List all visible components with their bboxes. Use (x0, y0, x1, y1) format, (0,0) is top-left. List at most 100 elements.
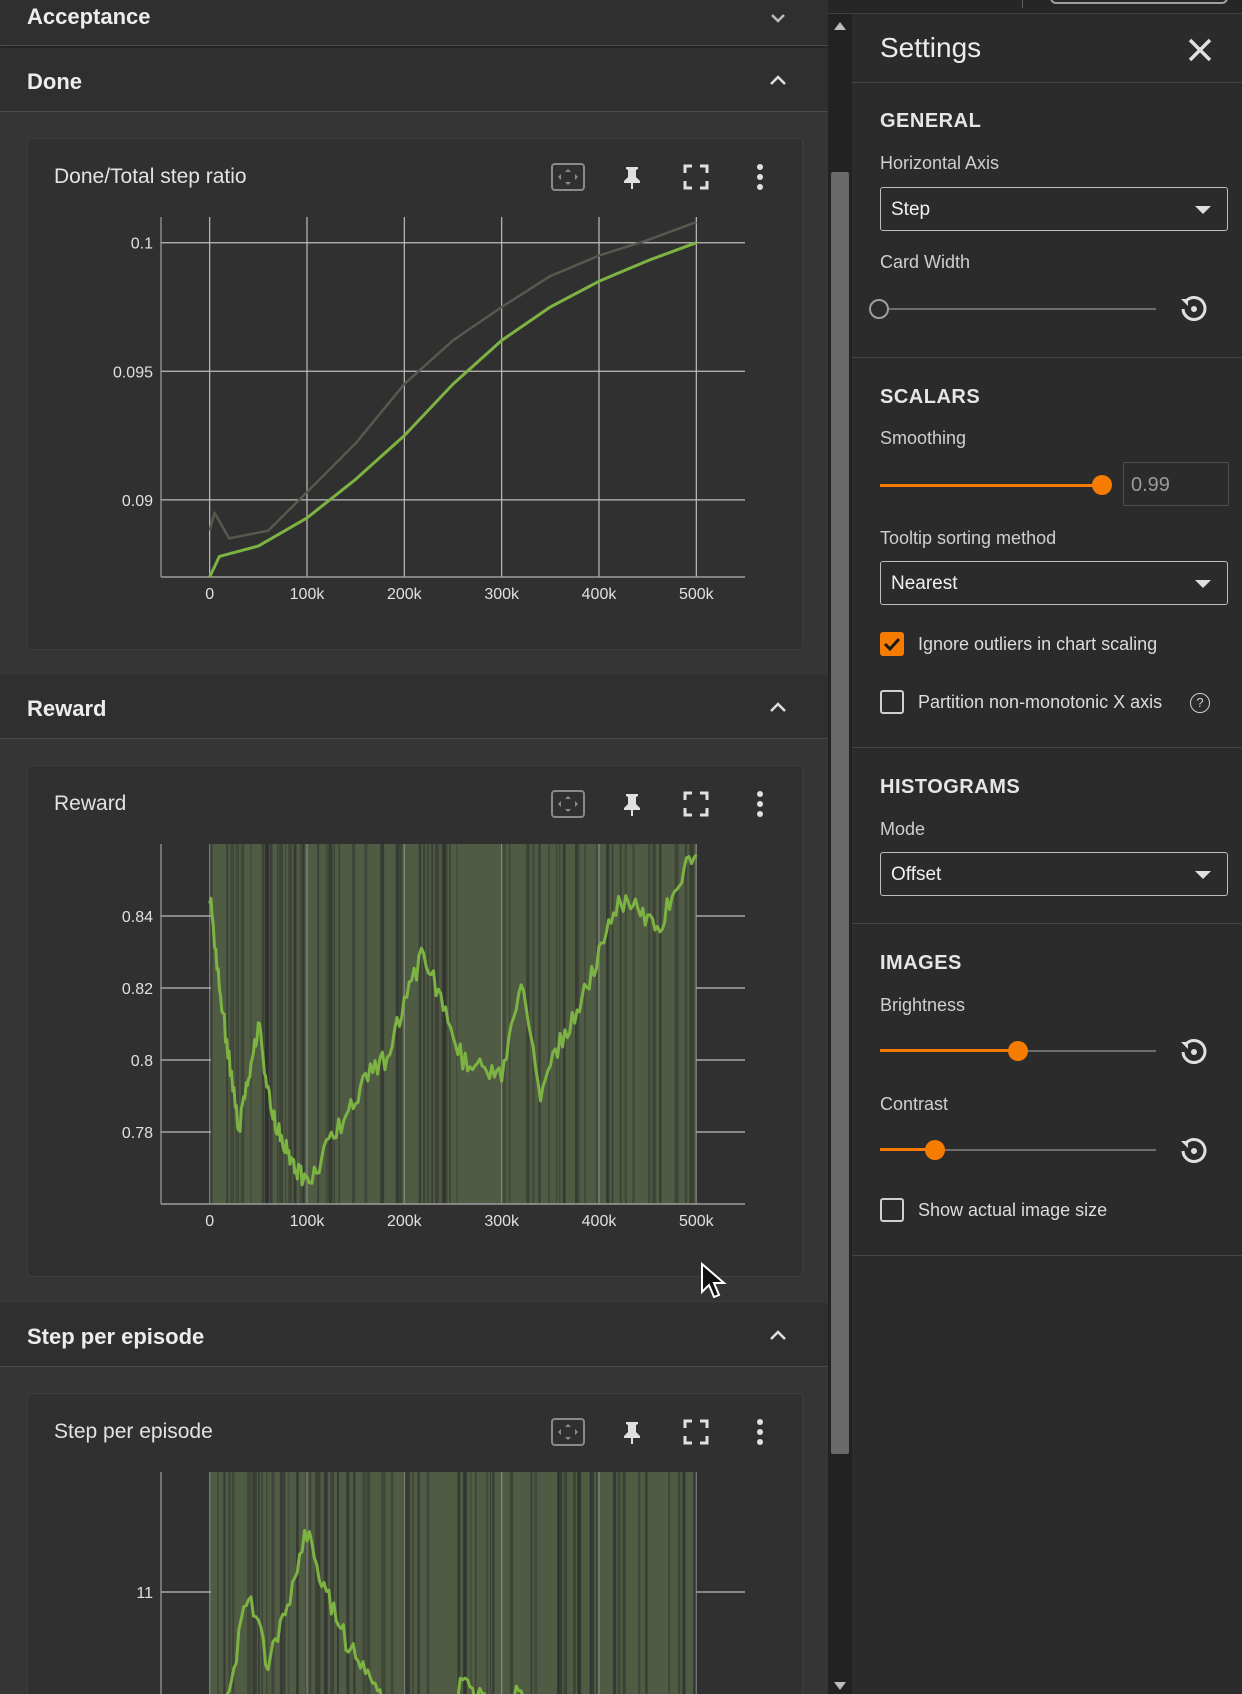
raw-data-gap (334, 844, 335, 1204)
raw-data-gap (296, 1472, 298, 1694)
more-vert-icon[interactable] (755, 790, 765, 818)
tooltip-sorting-select[interactable]: Nearest (880, 561, 1228, 605)
fullscreen-button[interactable] (678, 1416, 714, 1448)
raw-data-gap (607, 844, 608, 1204)
raw-data-gap (638, 1472, 640, 1694)
card-width-slider-track[interactable] (880, 308, 1156, 310)
reset-icon[interactable] (1174, 289, 1214, 329)
fit-domain-button[interactable] (550, 788, 586, 820)
show-actual-size-checkbox[interactable] (880, 1198, 904, 1222)
card-title-reward: Reward (54, 792, 126, 816)
raw-data-gap (354, 844, 355, 1204)
raw-data-gap (412, 1472, 413, 1694)
reset-icon[interactable] (1174, 1032, 1214, 1072)
chevron-up-icon[interactable] (768, 70, 788, 90)
line-chart-done[interactable]: 0.09 0.095 0.1 0 100k 200k 300k 400k 500k (68, 217, 788, 617)
smoothing-slider-track[interactable] (880, 484, 1102, 487)
horizontal-axis-select[interactable]: Step (880, 187, 1228, 231)
raw-data-gap (685, 844, 687, 1204)
raw-data-gap (383, 1472, 386, 1694)
fit-domain-icon[interactable] (550, 789, 586, 819)
scroll-down-icon[interactable] (834, 1682, 846, 1690)
show-actual-size-label[interactable]: Show actual image size (918, 1200, 1107, 1221)
raw-data-gap (326, 1472, 327, 1694)
y-tick-label: 0.095 (113, 364, 153, 381)
ignore-outliers-label[interactable]: Ignore outliers in chart scaling (918, 634, 1157, 655)
group-body-reward: Reward 0.78 0.8 0.82 0.84 0 100k 200k 300k 400k 5… (0, 739, 828, 1303)
raw-data-gap (223, 1472, 225, 1694)
raw-data-gap (590, 1472, 594, 1694)
chevron-up-icon[interactable] (768, 697, 788, 717)
raw-data-gap (675, 844, 676, 1204)
scrollbar-thumb[interactable] (831, 172, 849, 1454)
toolbar-button-edge[interactable] (1050, 0, 1228, 4)
more-menu-button[interactable] (742, 1416, 778, 1448)
fullscreen-icon[interactable] (683, 1419, 709, 1445)
raw-data-gap (230, 844, 234, 1204)
group-body-step-per-episode: Step per episode 1011 (0, 1367, 828, 1694)
smoothing-slider-thumb[interactable] (1092, 475, 1112, 495)
main-scrollbar[interactable] (828, 14, 852, 1694)
partition-x-axis-checkbox[interactable] (880, 690, 904, 714)
ignore-outliers-checkbox[interactable] (880, 632, 904, 656)
divider (852, 923, 1242, 924)
group-title-reward: Reward (27, 696, 106, 722)
smoothing-input[interactable]: 0.99 (1123, 462, 1229, 506)
group-header-step-per-episode[interactable]: Step per episode (0, 1303, 828, 1367)
raw-data-gap (253, 1472, 257, 1694)
fullscreen-icon[interactable] (683, 164, 709, 190)
close-icon[interactable] (1182, 32, 1218, 68)
contrast-slider-thumb[interactable] (925, 1140, 945, 1160)
fit-domain-icon[interactable] (550, 162, 586, 192)
partition-x-axis-label[interactable]: Partition non-monotonic X axis (918, 692, 1162, 713)
pin-button[interactable] (614, 161, 650, 193)
more-menu-button[interactable] (742, 788, 778, 820)
raw-data-gap (295, 844, 297, 1204)
raw-data-gap (269, 844, 272, 1204)
more-vert-icon[interactable] (755, 1418, 765, 1446)
group-header-reward[interactable]: Reward (0, 675, 828, 739)
settings-title: Settings (880, 32, 981, 64)
fullscreen-button[interactable] (678, 788, 714, 820)
raw-data-gap (346, 1472, 349, 1694)
more-vert-icon[interactable] (755, 163, 765, 191)
pin-icon[interactable] (621, 791, 643, 817)
pin-button[interactable] (614, 1416, 650, 1448)
raw-data-gap (262, 1472, 263, 1694)
raw-data-gap (457, 1472, 460, 1694)
brightness-slider-fill (880, 1049, 1018, 1052)
raw-data-gap (380, 844, 384, 1204)
histogram-mode-select[interactable]: Offset (880, 852, 1228, 896)
raw-data-gap (678, 1472, 680, 1694)
reset-icon[interactable] (1174, 1131, 1214, 1171)
fullscreen-icon[interactable] (683, 791, 709, 817)
pin-icon[interactable] (621, 1419, 643, 1445)
raw-data-gap (427, 844, 430, 1204)
group-header-acceptance[interactable]: Acceptance (0, 0, 828, 46)
group-title-acceptance: Acceptance (27, 4, 151, 30)
group-header-done[interactable]: Done (0, 48, 828, 112)
line-chart-step-per-episode[interactable]: 1011 (68, 1472, 788, 1694)
pin-icon[interactable] (621, 164, 643, 190)
brightness-slider-thumb[interactable] (1008, 1041, 1028, 1061)
card-title-done: Done/Total step ratio (54, 165, 247, 189)
more-menu-button[interactable] (742, 161, 778, 193)
divider (852, 1255, 1242, 1256)
fit-domain-button[interactable] (550, 1416, 586, 1448)
card-width-slider-thumb[interactable] (869, 299, 889, 319)
fullscreen-button[interactable] (678, 161, 714, 193)
x-tick-label: 200k (387, 586, 423, 603)
raw-data-gap (596, 844, 598, 1204)
fit-domain-button[interactable] (550, 161, 586, 193)
line-chart-reward[interactable]: 0.78 0.8 0.82 0.84 0 100k 200k 300k 400k 500k (68, 844, 788, 1244)
fit-domain-icon[interactable] (550, 1417, 586, 1447)
raw-data-gap (652, 844, 655, 1204)
chevron-up-icon[interactable] (768, 1325, 788, 1345)
raw-data-gap (676, 844, 679, 1204)
scroll-up-icon[interactable] (834, 22, 846, 30)
pin-button[interactable] (614, 788, 650, 820)
chevron-down-icon[interactable] (768, 8, 788, 28)
raw-data-gap (226, 844, 228, 1204)
help-icon[interactable]: ? (1190, 693, 1210, 713)
raw-data-gap (438, 844, 439, 1204)
